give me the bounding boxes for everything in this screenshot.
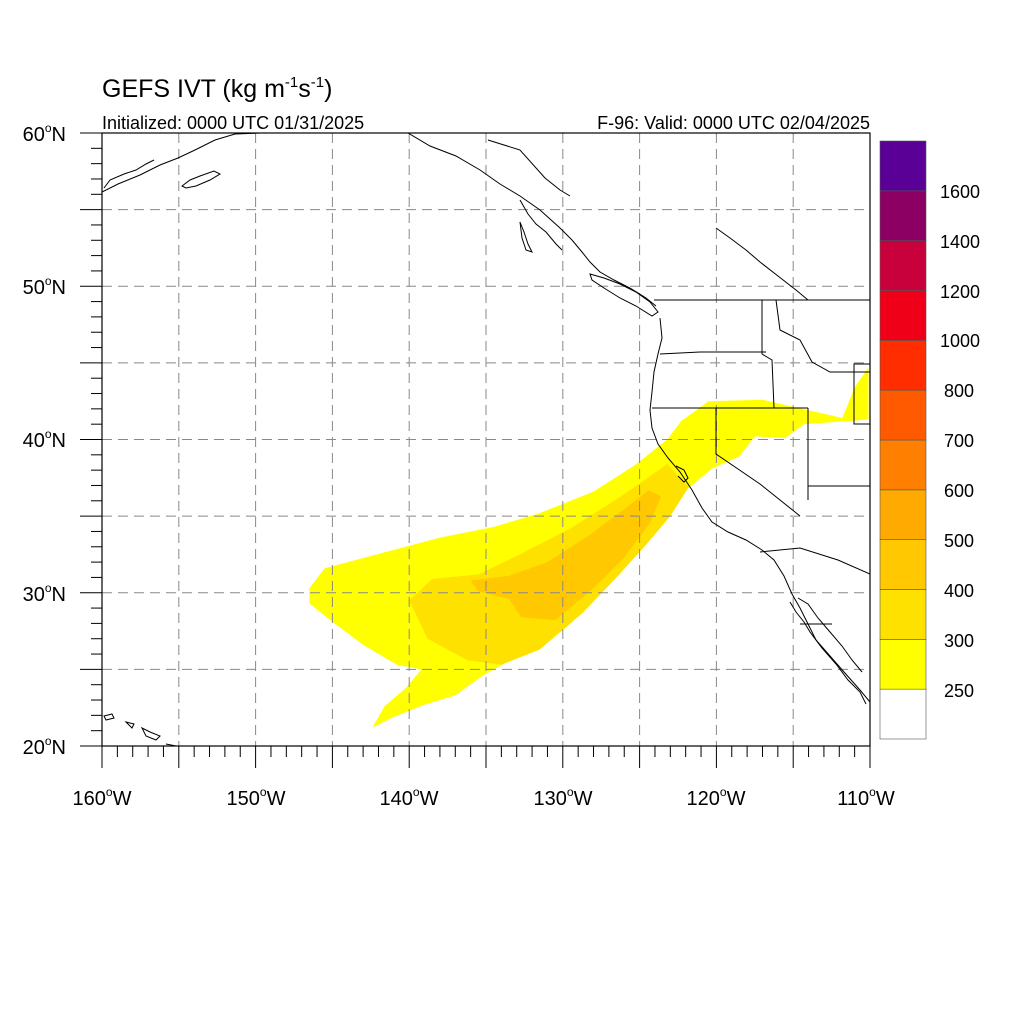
cb-label-400: 400 [944, 581, 974, 601]
sf-bay [675, 465, 689, 483]
lat-label-50: 50oN [23, 274, 66, 299]
title-sup1: -1 [285, 74, 298, 91]
colorbar-swatch [879, 240, 927, 291]
state-borders [652, 299, 870, 625]
alaska-coast-west [103, 159, 155, 189]
lon-label-130: 130oW [534, 785, 593, 810]
hawaii-islands [103, 713, 177, 746]
valid-label: F-96: Valid: 0000 UTC 02/04/2025 [597, 113, 870, 133]
id-border [761, 300, 775, 409]
vancouver-island [589, 273, 659, 317]
alaska-coast [102, 133, 261, 193]
axis-ticks [80, 132, 871, 768]
colorbar-swatch [879, 439, 927, 491]
lon-label-110: 110oW [837, 785, 895, 810]
colorbar-labels: 1600 1400 1200 1000 800 700 600 500 400 … [940, 182, 980, 701]
alaska-panhandle [407, 133, 573, 241]
us-mexico-border [759, 547, 870, 575]
colorbar-swatch [879, 190, 927, 241]
ivt-region-400 [470, 490, 662, 621]
canada-border [487, 139, 571, 197]
wa-or-border [659, 351, 766, 355]
ca-nv-border [715, 408, 801, 517]
lon-label-140: 140oW [380, 785, 439, 810]
cb-label-1600: 1600 [940, 182, 980, 202]
lon-label-150: 150oW [227, 785, 286, 810]
cb-label-700: 700 [944, 431, 974, 451]
colorbar-swatch [879, 589, 927, 640]
cb-label-1000: 1000 [940, 331, 980, 351]
bc-islands [519, 199, 563, 251]
cb-label-250: 250 [944, 681, 974, 701]
gulf-of-california [797, 597, 863, 673]
kodiak-island [181, 170, 222, 189]
canada-inland [715, 227, 809, 301]
colorbar [879, 140, 927, 740]
longitude-labels: 160oW 150oW 140oW 130oW 120oW 110oW [73, 785, 895, 810]
west-coast [649, 317, 870, 703]
lat-label-20: 20oN [23, 734, 66, 759]
lat-label-30: 30oN [23, 581, 66, 606]
haida-gwaii [519, 221, 533, 253]
lat-label-40: 40oN [23, 427, 66, 452]
latitude-labels: 60oN 50oN 40oN 30oN 20oN [23, 121, 66, 759]
colorbar-swatch [879, 140, 927, 192]
grid-lines [102, 133, 870, 746]
title-close: ) [324, 75, 332, 103]
cb-label-1200: 1200 [940, 282, 980, 302]
colorbar-swatch [879, 539, 927, 590]
colorbar-swatch [879, 290, 927, 341]
map-title: GEFS IVT (kg m-1s-1) [102, 74, 332, 103]
cb-label-500: 500 [944, 531, 974, 551]
lat-label-60: 60oN [23, 121, 66, 146]
cb-label-300: 300 [944, 631, 974, 651]
mt-border [775, 299, 870, 373]
ivt-field [309, 367, 869, 728]
colorbar-swatch [879, 340, 927, 391]
lon-label-120: 120oW [687, 785, 746, 810]
colorbar-swatch [879, 688, 927, 740]
coastlines [102, 133, 870, 746]
colorbar-swatch [879, 489, 927, 540]
lon-label-160: 160oW [73, 785, 132, 810]
title-main: GEFS IVT (kg m [102, 75, 285, 103]
cb-label-1400: 1400 [940, 232, 980, 252]
baja-peninsula [789, 601, 867, 705]
cb-label-600: 600 [944, 481, 974, 501]
title-sup2: -1 [311, 74, 324, 91]
bc-coast [571, 239, 657, 307]
wy-box [853, 363, 870, 425]
initialized-label: Initialized: 0000 UTC 01/31/2025 [102, 113, 364, 133]
title-mid: s [298, 75, 311, 103]
colorbar-swatch [879, 639, 927, 690]
cb-label-800: 800 [944, 381, 974, 401]
colorbar-swatch [879, 389, 927, 441]
